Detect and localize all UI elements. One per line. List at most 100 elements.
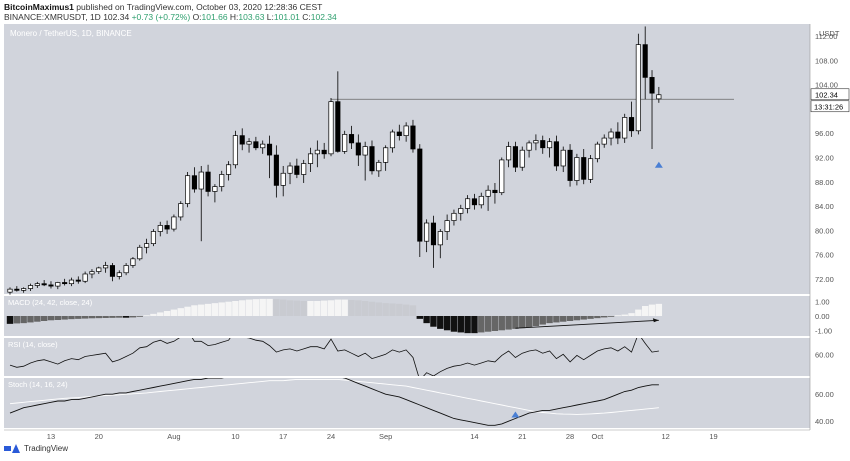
- candle-body: [410, 125, 416, 150]
- macd-bar: [88, 316, 96, 319]
- macd-bar: [587, 316, 594, 319]
- candle-body: [567, 149, 573, 181]
- candle-body: [471, 198, 477, 206]
- ohlc-low: 101.01: [273, 12, 300, 22]
- macd-bar: [54, 316, 62, 320]
- macd-bar: [27, 316, 34, 323]
- candle-body: [34, 283, 40, 286]
- macd-bar: [34, 316, 41, 322]
- candle-body: [417, 148, 423, 242]
- candle-body: [608, 131, 614, 139]
- macd-bar: [150, 313, 157, 316]
- macd-bar: [280, 299, 287, 316]
- macd-bar: [580, 316, 587, 320]
- macd-bar: [478, 316, 485, 333]
- rsi-label: RSI (14, close): [8, 340, 58, 349]
- price-unit-label: USDT: [819, 29, 840, 38]
- price-tick-label: 92.00: [815, 153, 834, 162]
- candle-body: [424, 222, 430, 242]
- macd-bar: [641, 306, 649, 316]
- ohlc-close: 102.34: [310, 12, 337, 22]
- candle-body: [342, 134, 348, 152]
- macd-bar: [560, 316, 567, 322]
- candle-body: [41, 283, 47, 286]
- candle-body: [301, 163, 307, 175]
- candle-body: [430, 222, 437, 246]
- macd-bar: [81, 316, 89, 319]
- time-tick-label: 13: [47, 432, 55, 441]
- candle-body: [601, 137, 607, 145]
- macd-bar: [109, 316, 116, 318]
- macd-bar: [594, 316, 601, 319]
- macd-bar: [491, 316, 499, 331]
- ohlc-high-label: H:: [229, 12, 239, 22]
- macd-bar: [546, 316, 553, 324]
- brand-name: TradingView: [24, 444, 69, 453]
- candle-body: [656, 94, 662, 100]
- candle-body: [355, 142, 361, 156]
- candle-body: [622, 117, 628, 139]
- macd-tick-label: 0.00: [815, 312, 830, 321]
- stoch-tick-label: 60.00: [815, 390, 834, 399]
- time-tick-label: 20: [95, 432, 103, 441]
- countdown-label: 13:31:26: [814, 103, 843, 112]
- macd-bar: [232, 301, 239, 316]
- tradingview-logo-icon: [4, 444, 20, 453]
- rsi-tick-label: 60.00: [815, 350, 834, 359]
- macd-bar: [307, 301, 314, 316]
- time-tick-label: 10: [231, 432, 239, 441]
- candle-body: [321, 149, 327, 155]
- time-tick-label: 12: [662, 432, 670, 441]
- macd-bar: [553, 316, 560, 323]
- candle-body: [362, 146, 368, 156]
- macd-bar: [471, 316, 478, 334]
- time-tick-label: Sep: [379, 432, 392, 441]
- macd-bar: [218, 302, 225, 316]
- last-price: 102.34: [103, 12, 130, 22]
- candle-body: [226, 164, 232, 175]
- macd-bar: [157, 312, 164, 316]
- author-name[interactable]: BitcoinMaximus1: [4, 2, 74, 12]
- macd-bar: [348, 300, 355, 316]
- candle-body: [403, 125, 409, 136]
- candle-body: [458, 208, 464, 214]
- macd-bar: [6, 316, 14, 324]
- macd-bar: [320, 300, 328, 316]
- candle-body: [389, 131, 396, 149]
- macd-bar: [163, 311, 171, 316]
- candle-body: [266, 143, 273, 156]
- candle-body: [526, 142, 532, 151]
- candle-body: [157, 225, 163, 232]
- macd-bar: [607, 316, 615, 317]
- candle-body: [376, 161, 382, 172]
- ohlc-high: 103.63: [238, 12, 265, 22]
- candle-body: [649, 77, 655, 94]
- ohlc-open: 101.66: [201, 12, 228, 22]
- time-tick-label: 14: [470, 432, 478, 441]
- candle-body: [328, 101, 334, 155]
- time-tick-label: Aug: [167, 432, 180, 441]
- candle-body: [171, 216, 177, 230]
- macd-bar: [102, 316, 109, 318]
- candle-body: [587, 158, 594, 180]
- macd-bar: [566, 316, 574, 321]
- candle-body: [307, 153, 314, 164]
- time-tick-label: 28: [566, 432, 574, 441]
- published-text: published on TradingView.com, October 03…: [76, 2, 323, 12]
- price-tick-label: 88.00: [815, 178, 834, 187]
- stoch-k-line: [9, 378, 659, 426]
- candle-body: [246, 141, 252, 145]
- pane-rsi: [4, 338, 810, 376]
- candle-body: [335, 101, 341, 152]
- candle-body: [628, 117, 635, 132]
- candle-body: [294, 165, 300, 175]
- candle-body: [48, 284, 54, 287]
- trading-chart[interactable]: 112.00 108.00 104.00 10 0.00 96.00 92.00 88.00 8…: [0, 24, 850, 442]
- macd-bar: [225, 301, 232, 316]
- candle-body: [130, 258, 136, 266]
- macd-bar: [457, 316, 464, 333]
- macd-bar: [614, 315, 622, 317]
- macd-bar: [396, 303, 403, 316]
- candle-body: [280, 172, 286, 186]
- ohlc-low-label: L:: [266, 12, 274, 22]
